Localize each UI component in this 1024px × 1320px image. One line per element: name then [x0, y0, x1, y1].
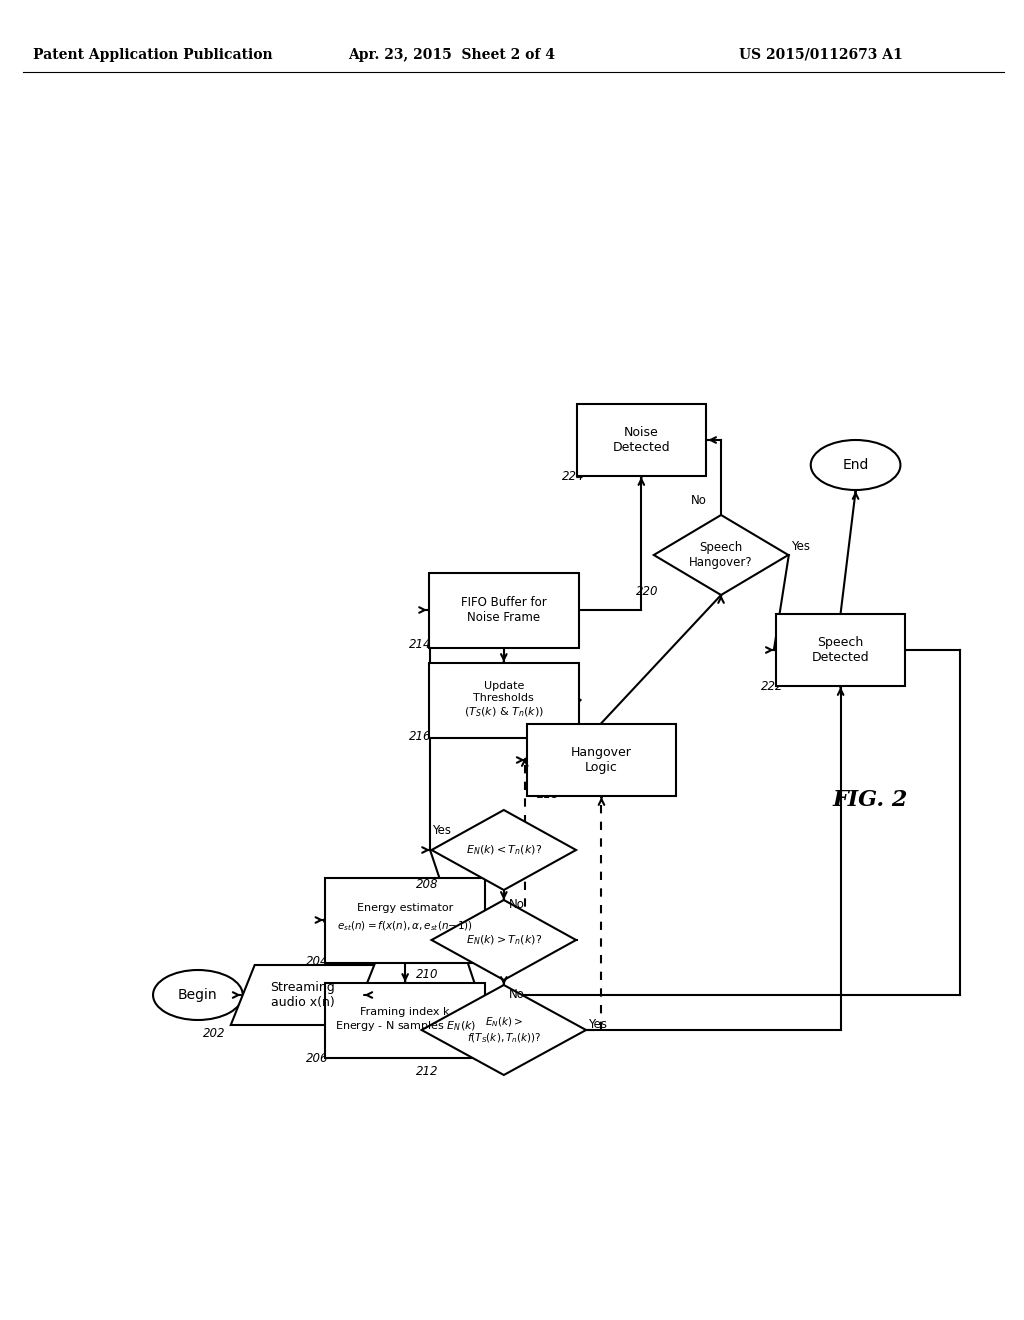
Text: $E_N(k) > T_n(k)$?: $E_N(k) > T_n(k)$? — [466, 933, 542, 946]
FancyBboxPatch shape — [429, 573, 579, 648]
Text: 224: 224 — [561, 470, 584, 483]
Text: 204: 204 — [305, 954, 328, 968]
Text: $E_N(k) >$
$f(T_S(k),T_n(k))$?: $E_N(k) >$ $f(T_S(k),T_n(k))$? — [467, 1015, 541, 1044]
Text: 220: 220 — [636, 585, 658, 598]
Text: 202: 202 — [203, 1027, 225, 1040]
Text: $E_N(k) < T_n(k)$?: $E_N(k) < T_n(k)$? — [466, 843, 542, 857]
Text: Speech
Hangover?: Speech Hangover? — [689, 541, 753, 569]
Text: FIG. 2: FIG. 2 — [833, 789, 908, 810]
FancyBboxPatch shape — [326, 982, 485, 1057]
Text: 206: 206 — [305, 1052, 328, 1065]
Text: Begin: Begin — [178, 987, 218, 1002]
Polygon shape — [230, 965, 374, 1026]
Text: Yes: Yes — [589, 1019, 607, 1031]
Text: End: End — [843, 458, 868, 473]
Text: 222: 222 — [761, 680, 783, 693]
Text: 210: 210 — [416, 968, 438, 981]
Polygon shape — [422, 985, 586, 1074]
Text: No: No — [509, 899, 524, 912]
Text: Yes: Yes — [432, 824, 451, 837]
Text: $e_{st}(n)$$=f(x(n),\alpha,e_{st}(n\!-\!1))$: $e_{st}(n)$$=f(x(n),\alpha,e_{st}(n\!-\!… — [337, 919, 473, 933]
Text: Noise
Detected: Noise Detected — [612, 426, 670, 454]
Text: FIFO Buffer for
Noise Frame: FIFO Buffer for Noise Frame — [461, 597, 547, 624]
Ellipse shape — [811, 440, 900, 490]
Text: 208: 208 — [416, 878, 438, 891]
Text: 214: 214 — [410, 638, 432, 651]
Polygon shape — [653, 515, 788, 595]
FancyBboxPatch shape — [429, 663, 579, 738]
FancyBboxPatch shape — [776, 614, 905, 686]
Polygon shape — [431, 810, 577, 890]
FancyBboxPatch shape — [577, 404, 707, 477]
Polygon shape — [431, 900, 577, 979]
Text: Streaming
audio x(n): Streaming audio x(n) — [270, 981, 335, 1008]
Text: 212: 212 — [416, 1065, 438, 1078]
Text: 218: 218 — [537, 788, 559, 801]
Text: Speech
Detected: Speech Detected — [812, 636, 869, 664]
Text: Patent Application Publication: Patent Application Publication — [33, 48, 272, 62]
Text: No: No — [691, 494, 707, 507]
Text: Framing index k
Energy - N samples $E_N(k)$: Framing index k Energy - N samples $E_N(… — [335, 1007, 476, 1034]
Text: No: No — [509, 989, 524, 1002]
Text: Yes: Yes — [791, 540, 810, 553]
Text: 216: 216 — [410, 730, 432, 743]
Text: Hangover
Logic: Hangover Logic — [571, 746, 632, 774]
Text: Apr. 23, 2015  Sheet 2 of 4: Apr. 23, 2015 Sheet 2 of 4 — [348, 48, 555, 62]
Ellipse shape — [153, 970, 243, 1020]
Text: Energy estimator: Energy estimator — [357, 903, 454, 913]
Text: US 2015/0112673 A1: US 2015/0112673 A1 — [739, 48, 902, 62]
FancyBboxPatch shape — [326, 878, 485, 962]
Text: Update
Thresholds
$(T_S(k)$ & $T_n(k))$: Update Thresholds $(T_S(k)$ & $T_n(k))$ — [464, 681, 544, 718]
FancyBboxPatch shape — [526, 723, 676, 796]
